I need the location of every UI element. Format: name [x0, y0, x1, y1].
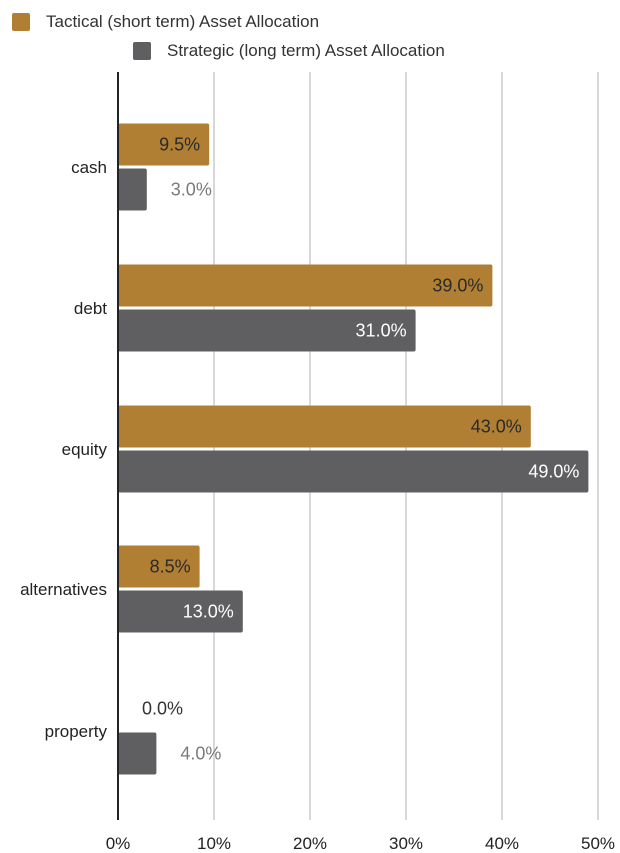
- category-label-debt: debt: [74, 299, 107, 318]
- bar-tactical-alternatives: [118, 545, 200, 588]
- x-tick-label-20: 20%: [293, 834, 327, 853]
- legend-strategic: Strategic (long term) Asset Allocation: [133, 41, 445, 61]
- legend-swatch-strategic: [133, 42, 151, 60]
- legend-label-tactical: Tactical (short term) Asset Allocation: [46, 12, 320, 31]
- x-tick-label-0: 0%: [106, 834, 131, 853]
- data-label-strategic-debt: 31.0%: [356, 321, 407, 341]
- bar-strategic-alternatives: [118, 590, 243, 633]
- x-tick-label-40: 40%: [485, 834, 519, 853]
- legend-label-strategic: Strategic (long term) Asset Allocation: [167, 41, 445, 60]
- bar-tactical-equity: [118, 405, 531, 448]
- bar-strategic-cash: [118, 168, 147, 211]
- data-label-tactical-cash: 9.5%: [159, 135, 200, 155]
- legend-swatch-tactical: [12, 13, 30, 31]
- bar-tactical-debt: [118, 264, 493, 307]
- data-label-tactical-debt: 39.0%: [432, 276, 483, 296]
- data-label-strategic-equity: 49.0%: [528, 462, 579, 482]
- bar-tactical-cash: [118, 123, 210, 166]
- data-label-strategic-property: 4.0%: [180, 744, 221, 764]
- x-tick-label-50: 50%: [581, 834, 615, 853]
- x-tick-label-30: 30%: [389, 834, 423, 853]
- data-label-tactical-property: 0.0%: [142, 699, 183, 719]
- legend-tactical: Tactical (short term) Asset Allocation: [12, 12, 319, 32]
- bar-strategic-debt: [118, 309, 416, 352]
- category-label-equity: equity: [62, 440, 108, 459]
- bar-strategic-property: [118, 732, 157, 775]
- category-label-alternatives: alternatives: [20, 580, 107, 599]
- data-label-strategic-alternatives: 13.0%: [183, 602, 234, 622]
- data-label-strategic-cash: 3.0%: [171, 180, 212, 200]
- bar-strategic-equity: [118, 450, 589, 493]
- data-label-tactical-alternatives: 8.5%: [150, 557, 191, 577]
- category-label-property: property: [45, 722, 108, 741]
- category-label-cash: cash: [71, 158, 107, 177]
- x-tick-label-10: 10%: [197, 834, 231, 853]
- data-label-tactical-equity: 43.0%: [471, 417, 522, 437]
